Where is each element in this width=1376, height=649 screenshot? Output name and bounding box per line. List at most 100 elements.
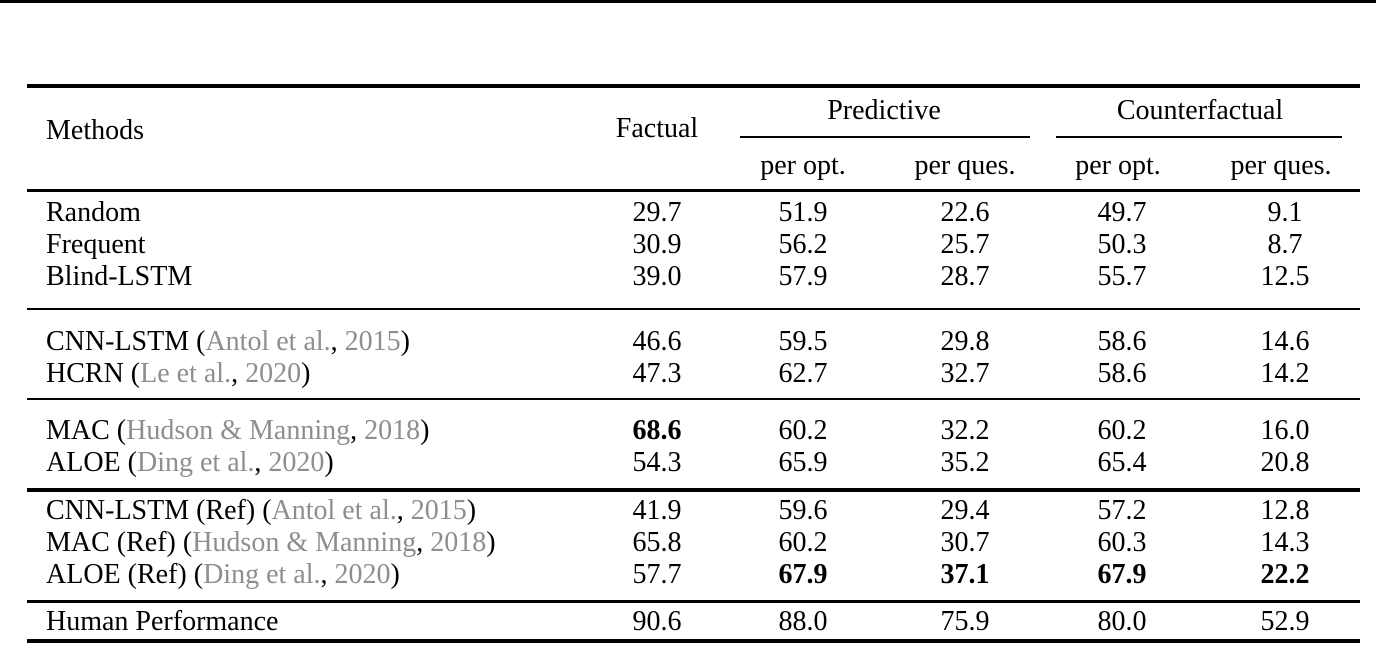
citation-close: ) <box>420 415 430 446</box>
predictive-per-ques-value: 75.9 <box>940 606 990 637</box>
counterfactual-per-opt-value: 58.6 <box>1097 326 1147 357</box>
table-bottom-rule <box>27 639 1360 643</box>
column-header-factual: Factual <box>615 113 699 144</box>
citation-close: ) <box>400 326 410 357</box>
table-row-mac: MAC (Hudson & Manning, 2018) 68.6 60.2 3… <box>0 415 1376 447</box>
method-cell: ALOE (Ref) (Ding et al., 2020) <box>46 559 686 591</box>
predictive-per-ques-value: 32.2 <box>940 415 990 446</box>
factual-value: 46.6 <box>632 326 682 357</box>
subheader-predictive-per-ques: per ques. <box>914 150 1016 181</box>
citation-separator: , <box>396 495 411 526</box>
counterfactual-per-opt-value: 60.3 <box>1097 527 1147 558</box>
factual-value: 47.3 <box>632 358 682 389</box>
counterfactual-per-ques-value: 22.2 <box>1260 559 1310 590</box>
predictive-per-ques-value: 28.7 <box>940 261 990 292</box>
factual-value: 68.6 <box>632 415 682 446</box>
counterfactual-per-ques-value: 14.6 <box>1260 326 1310 357</box>
method-cell: Blind-LSTM <box>46 261 686 293</box>
citation-year: 2015 <box>344 326 401 357</box>
predictive-per-ques-value: 29.8 <box>940 326 990 357</box>
predictive-per-opt-value: 60.2 <box>778 527 828 558</box>
group-separator-rule <box>27 488 1360 492</box>
factual-value: 65.8 <box>632 527 682 558</box>
citation-year: 2020 <box>268 447 325 478</box>
method-name: CNN-LSTM ( <box>46 326 206 357</box>
counterfactual-per-ques-value: 14.2 <box>1260 358 1310 389</box>
table-row-cnn-lstm: CNN-LSTM (Antol et al., 2015) 46.6 59.5 … <box>0 326 1376 358</box>
subheader-counterfactual-per-opt: per opt. <box>1075 150 1161 181</box>
counterfactual-per-opt-value: 80.0 <box>1097 606 1147 637</box>
citation-separator: , <box>231 358 246 389</box>
factual-value: 29.7 <box>632 197 682 228</box>
citation-authors: Antol et al. <box>271 495 397 526</box>
predictive-per-opt-value: 56.2 <box>778 229 828 260</box>
counterfactual-per-ques-value: 9.1 <box>1267 197 1303 228</box>
method-name: CNN-LSTM (Ref) ( <box>46 495 272 526</box>
column-group-header-counterfactual: Counterfactual <box>1116 95 1284 126</box>
predictive-per-ques-value: 32.7 <box>940 358 990 389</box>
citation-close: ) <box>466 495 477 526</box>
citation-authors: Ding et al. <box>136 447 255 478</box>
method-cell: MAC (Ref) (Hudson & Manning, 2018) <box>46 527 686 559</box>
method-cell: ALOE (Ding et al., 2020) <box>46 447 686 479</box>
predictive-per-opt-value: 65.9 <box>778 447 828 478</box>
predictive-per-opt-value: 51.9 <box>778 197 828 228</box>
predictive-per-opt-value: 88.0 <box>778 606 828 637</box>
citation-separator: , <box>320 559 335 590</box>
citation-separator: , <box>330 326 345 357</box>
method-cell: Human Performance <box>46 606 686 638</box>
counterfactual-per-ques-value: 14.3 <box>1260 527 1310 558</box>
counterfactual-per-opt-value: 67.9 <box>1097 559 1147 590</box>
factual-value: 39.0 <box>632 261 682 292</box>
predictive-per-ques-value: 25.7 <box>940 229 990 260</box>
citation-year: 2018 <box>430 527 487 558</box>
method-name: ALOE ( <box>46 447 137 478</box>
counterfactual-per-opt-value: 58.6 <box>1097 358 1147 389</box>
citation-close: ) <box>301 358 311 389</box>
factual-value: 41.9 <box>632 495 682 526</box>
predictive-per-opt-value: 67.9 <box>778 559 828 590</box>
method-cell: CNN-LSTM (Antol et al., 2015) <box>46 326 686 358</box>
factual-value: 54.3 <box>632 447 682 478</box>
citation-authors: Hudson & Manning <box>126 415 351 446</box>
citation-authors: Ding et al. <box>203 559 321 590</box>
table-row-mac-ref: MAC (Ref) (Hudson & Manning, 2018) 65.8 … <box>0 527 1376 559</box>
counterfactual-group-underline <box>1056 136 1342 138</box>
method-cell: Frequent <box>46 229 686 261</box>
subheader-predictive-per-opt: per opt. <box>760 150 846 181</box>
citation-authors: Hudson & Manning <box>192 527 417 558</box>
counterfactual-per-opt-value: 60.2 <box>1097 415 1147 446</box>
citation-authors: Le et al. <box>140 358 232 389</box>
method-name: HCRN ( <box>46 358 141 389</box>
citation-year: 2018 <box>364 415 421 446</box>
predictive-per-opt-value: 59.5 <box>778 326 828 357</box>
column-group-header-predictive: Predictive <box>827 95 941 126</box>
table-row-aloe-ref: ALOE (Ref) (Ding et al., 2020) 57.7 67.9… <box>0 559 1376 591</box>
predictive-per-ques-value: 30.7 <box>940 527 990 558</box>
column-header-methods: Methods <box>46 115 144 146</box>
counterfactual-per-ques-value: 52.9 <box>1260 606 1310 637</box>
table-row-aloe: ALOE (Ding et al., 2020) 54.3 65.9 35.2 … <box>0 447 1376 479</box>
method-name: ALOE (Ref) ( <box>46 559 204 590</box>
citation-year: 2020 <box>245 358 302 389</box>
counterfactual-per-opt-value: 50.3 <box>1097 229 1147 260</box>
method-name: Frequent <box>46 229 146 260</box>
predictive-per-ques-value: 22.6 <box>940 197 990 228</box>
page-top-rule <box>0 0 1376 3</box>
method-name: Blind-LSTM <box>46 261 193 292</box>
factual-value: 57.7 <box>632 559 682 590</box>
table-row-frequent: Frequent 30.9 56.2 25.7 50.3 8.7 <box>0 229 1376 261</box>
method-cell: CNN-LSTM (Ref) (Antol et al., 2015) <box>46 495 686 527</box>
counterfactual-per-ques-value: 8.7 <box>1267 229 1303 260</box>
predictive-per-opt-value: 59.6 <box>778 495 828 526</box>
table-top-rule <box>27 84 1360 88</box>
group-separator-rule <box>27 308 1360 310</box>
table-row-blind-lstm: Blind-LSTM 39.0 57.9 28.7 55.7 12.5 <box>0 261 1376 293</box>
predictive-per-opt-value: 57.9 <box>778 261 828 292</box>
counterfactual-per-ques-value: 12.8 <box>1260 495 1310 526</box>
predictive-per-ques-value: 37.1 <box>940 559 990 590</box>
counterfactual-per-opt-value: 57.2 <box>1097 495 1147 526</box>
method-cell: MAC (Hudson & Manning, 2018) <box>46 415 686 447</box>
citation-year: 2015 <box>410 495 467 526</box>
